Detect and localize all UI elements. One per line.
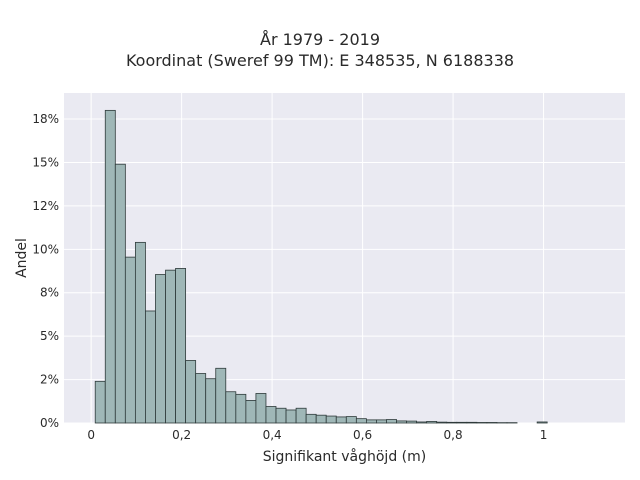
y-axis-label: Andel xyxy=(14,238,30,278)
histogram-bar xyxy=(285,409,297,424)
histogram-bar xyxy=(536,421,548,424)
histogram-bar xyxy=(275,407,287,424)
x-tick-label: 0,4 xyxy=(263,428,282,442)
histogram-bar xyxy=(165,269,176,424)
histogram-bar xyxy=(456,421,468,424)
x-tick-label: 1 xyxy=(540,428,548,442)
histogram-bar xyxy=(325,415,337,424)
histogram-bar xyxy=(436,421,448,424)
x-axis-label: Signifikant våghöjd (m) xyxy=(263,448,426,465)
histogram-bar xyxy=(215,367,227,424)
y-tick-label: 12% xyxy=(32,199,59,213)
histogram-bar xyxy=(195,373,207,424)
histogram-bar xyxy=(225,391,237,424)
y-tick-label: 2% xyxy=(40,373,59,387)
histogram-bar xyxy=(175,268,187,424)
histogram-bar xyxy=(255,393,267,424)
y-axis-ticks: 0% 2% 5% 8% 10% 12% 15% 18% xyxy=(32,112,59,430)
x-tick-label: 0,8 xyxy=(444,428,463,442)
histogram-bar xyxy=(376,419,387,424)
x-axis-ticks: 0 0,2 0,4 0,6 0,8 1 xyxy=(87,428,547,442)
histogram-bar xyxy=(295,407,307,424)
histogram-bar xyxy=(185,360,197,424)
histogram-bar xyxy=(245,400,257,424)
histogram-bars xyxy=(94,109,548,424)
histogram-bar xyxy=(335,416,347,424)
histogram-bar xyxy=(476,422,488,424)
chart-title: År 1979 - 2019 xyxy=(260,30,380,49)
y-tick-label: 0% xyxy=(40,416,59,430)
histogram-bar xyxy=(345,416,357,424)
histogram-bar xyxy=(155,274,166,424)
histogram-bar xyxy=(145,310,156,424)
x-tick-label: 0,2 xyxy=(172,428,191,442)
histogram-bar xyxy=(104,109,116,424)
y-tick-label: 5% xyxy=(40,329,59,343)
histogram-bar xyxy=(466,421,478,424)
histogram-bar xyxy=(446,421,458,424)
y-tick-label: 10% xyxy=(32,242,59,256)
x-tick-label: 0 xyxy=(87,428,95,442)
histogram-bar xyxy=(365,419,377,424)
histogram-bar xyxy=(396,420,407,424)
histogram-bar xyxy=(124,256,136,424)
histogram-bar xyxy=(265,406,277,424)
histogram-bar xyxy=(486,422,498,424)
histogram-bar xyxy=(134,241,146,424)
histogram-bar xyxy=(205,378,217,424)
histogram-bar xyxy=(305,413,317,424)
y-tick-label: 15% xyxy=(32,155,59,169)
histogram-bar xyxy=(426,421,438,424)
histogram-bar xyxy=(235,393,247,424)
histogram-bar xyxy=(315,414,327,424)
histogram-bar xyxy=(94,380,106,424)
y-tick-label: 18% xyxy=(32,112,59,126)
histogram-bar xyxy=(416,421,428,424)
histogram-bar xyxy=(114,163,126,424)
histogram-bar xyxy=(355,418,367,424)
chart-subtitle: Koordinat (Sweref 99 TM): E 348535, N 61… xyxy=(125,51,515,70)
x-tick-label: 0,6 xyxy=(353,428,372,442)
y-tick-label: 8% xyxy=(40,286,59,300)
histogram-bar xyxy=(406,420,418,424)
histogram-bar xyxy=(386,419,397,424)
